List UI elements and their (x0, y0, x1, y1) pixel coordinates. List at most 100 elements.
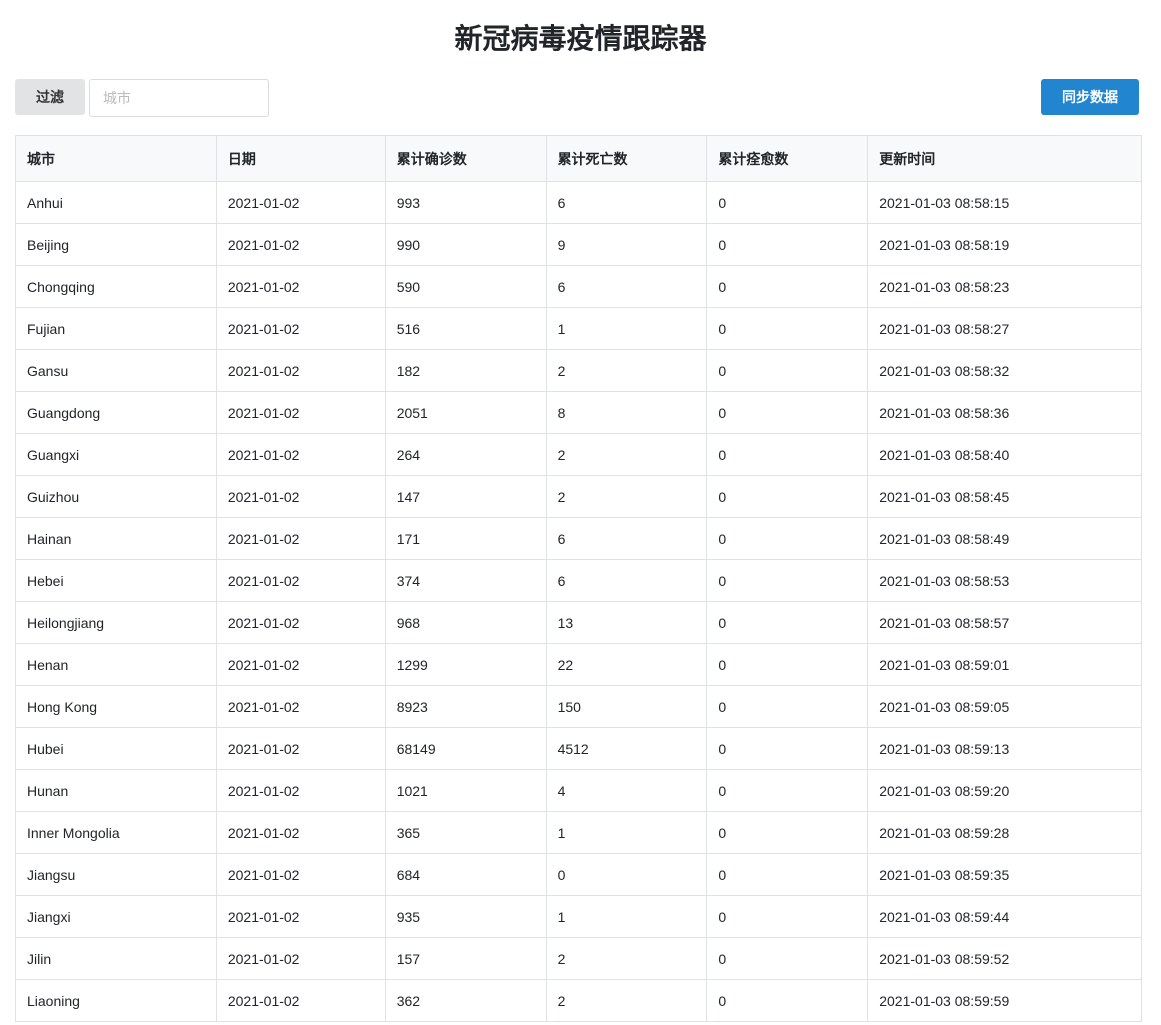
cell-deaths: 22 (545, 643, 708, 686)
cell-city: Hainan (15, 517, 217, 560)
cell-confirmed: 590 (384, 265, 547, 308)
cell-city: Hong Kong (15, 685, 217, 728)
cell-deaths: 6 (545, 517, 708, 560)
cell-updated: 2021-01-03 08:58:45 (867, 475, 1142, 518)
cell-recovered: 0 (706, 517, 869, 560)
cell-recovered: 0 (706, 895, 869, 938)
cell-deaths: 2 (545, 937, 708, 980)
sync-data-button[interactable]: 同步数据 (1041, 79, 1139, 115)
cell-date: 2021-01-02 (215, 853, 386, 896)
cell-date: 2021-01-02 (215, 349, 386, 392)
cell-date: 2021-01-02 (215, 475, 386, 518)
table-row: Hubei 2021-01-02 68149 4512 0 2021-01-03 08:5… (15, 727, 1142, 770)
cell-updated: 2021-01-03 08:59:13 (867, 727, 1142, 770)
cell-confirmed: 990 (384, 223, 547, 266)
cell-deaths: 6 (545, 559, 708, 602)
cell-recovered: 0 (706, 559, 869, 602)
cell-deaths: 150 (545, 685, 708, 728)
cell-date: 2021-01-02 (215, 685, 386, 728)
table-row: Hebei 2021-01-02 374 6 0 2021-01-03 08:58:53 (15, 559, 1142, 602)
cell-updated: 2021-01-03 08:59:01 (867, 643, 1142, 686)
cell-recovered: 0 (706, 265, 869, 308)
cell-city: Hubei (15, 727, 217, 770)
cell-city: Jilin (15, 937, 217, 980)
column-header-date: 日期 (215, 135, 386, 182)
cell-confirmed: 182 (384, 349, 547, 392)
cell-updated: 2021-01-03 08:58:19 (867, 223, 1142, 266)
city-filter-input[interactable] (89, 79, 269, 117)
cell-confirmed: 264 (384, 433, 547, 476)
table-row: Jiangsu 2021-01-02 684 0 0 2021-01-03 08:59:3… (15, 853, 1142, 896)
cell-date: 2021-01-02 (215, 769, 386, 812)
cell-updated: 2021-01-03 08:58:49 (867, 517, 1142, 560)
cell-recovered: 0 (706, 307, 869, 350)
cell-recovered: 0 (706, 769, 869, 812)
cell-date: 2021-01-02 (215, 727, 386, 770)
cell-city: Gansu (15, 349, 217, 392)
table-header-row: 城市 日期 累计确诊数 累计死亡数 累计痊愈数 更新时间 (15, 135, 1142, 182)
cell-city: Heilongjiang (15, 601, 217, 644)
cell-city: Hebei (15, 559, 217, 602)
cell-recovered: 0 (706, 727, 869, 770)
cell-date: 2021-01-02 (215, 517, 386, 560)
cell-date: 2021-01-02 (215, 979, 386, 1022)
cell-confirmed: 171 (384, 517, 547, 560)
cell-deaths: 1 (545, 307, 708, 350)
cell-confirmed: 365 (384, 811, 547, 854)
cell-recovered: 0 (706, 937, 869, 980)
cell-date: 2021-01-02 (215, 601, 386, 644)
table-row: Hainan 2021-01-02 171 6 0 2021-01-03 08:58:49 (15, 517, 1142, 560)
cell-city: Anhui (15, 181, 217, 224)
cell-deaths: 2 (545, 433, 708, 476)
cell-updated: 2021-01-03 08:59:59 (867, 979, 1142, 1022)
cell-city: Chongqing (15, 265, 217, 308)
column-header-city: 城市 (15, 135, 217, 182)
cell-recovered: 0 (706, 643, 869, 686)
cell-recovered: 0 (706, 853, 869, 896)
cell-date: 2021-01-02 (215, 643, 386, 686)
column-header-recovered: 累计痊愈数 (706, 135, 869, 182)
cell-deaths: 6 (545, 265, 708, 308)
table-row: Guangdong 2021-01-02 2051 8 0 2021-01-03 08:5… (15, 391, 1142, 434)
cell-updated: 2021-01-03 08:59:20 (867, 769, 1142, 812)
cell-city: Guangdong (15, 391, 217, 434)
cell-deaths: 1 (545, 811, 708, 854)
cell-confirmed: 362 (384, 979, 547, 1022)
cell-recovered: 0 (706, 979, 869, 1022)
page-title: 新冠病毒疫情跟踪器 (454, 23, 707, 54)
cell-confirmed: 993 (384, 181, 547, 224)
cell-recovered: 0 (706, 181, 869, 224)
cell-updated: 2021-01-03 08:58:57 (867, 601, 1142, 644)
cell-city: Liaoning (15, 979, 217, 1022)
cell-updated: 2021-01-03 08:59:52 (867, 937, 1142, 980)
table-row: Inner Mongolia 2021-01-02 365 1 0 2021-01-03 … (15, 811, 1142, 854)
cell-deaths: 8 (545, 391, 708, 434)
column-header-updated: 更新时间 (867, 135, 1142, 182)
cell-recovered: 0 (706, 349, 869, 392)
cell-deaths: 4512 (545, 727, 708, 770)
cell-updated: 2021-01-03 08:59:44 (867, 895, 1142, 938)
cell-updated: 2021-01-03 08:59:35 (867, 853, 1142, 896)
cell-date: 2021-01-02 (215, 937, 386, 980)
cell-date: 2021-01-02 (215, 811, 386, 854)
cell-city: Jiangsu (15, 853, 217, 896)
cell-recovered: 0 (706, 685, 869, 728)
cell-confirmed: 1299 (384, 643, 547, 686)
table-row: Guizhou 2021-01-02 147 2 0 2021-01-03 08:58:4… (15, 475, 1142, 518)
cell-deaths: 13 (545, 601, 708, 644)
table-row: Henan 2021-01-02 1299 22 0 2021-01-03 08:59:0… (15, 643, 1142, 686)
cell-updated: 2021-01-03 08:58:15 (867, 181, 1142, 224)
cell-confirmed: 147 (384, 475, 547, 518)
cell-updated: 2021-01-03 08:59:28 (867, 811, 1142, 854)
cell-updated: 2021-01-03 08:58:27 (867, 307, 1142, 350)
table-row: Beijing 2021-01-02 990 9 0 2021-01-03 08:58:1… (15, 223, 1142, 266)
cell-city: Hunan (15, 769, 217, 812)
cell-recovered: 0 (706, 811, 869, 854)
cell-updated: 2021-01-03 08:59:05 (867, 685, 1142, 728)
column-header-confirmed: 累计确诊数 (384, 135, 547, 182)
cell-date: 2021-01-02 (215, 391, 386, 434)
cell-confirmed: 516 (384, 307, 547, 350)
table-row: Heilongjiang 2021-01-02 968 13 0 2021-01-03 0… (15, 601, 1142, 644)
filter-button[interactable]: 过滤 (15, 79, 85, 115)
covid-data-table: 城市 日期 累计确诊数 累计死亡数 累计痊愈数 更新时间 Anhui 2021-01-02 9… (15, 135, 1142, 1022)
